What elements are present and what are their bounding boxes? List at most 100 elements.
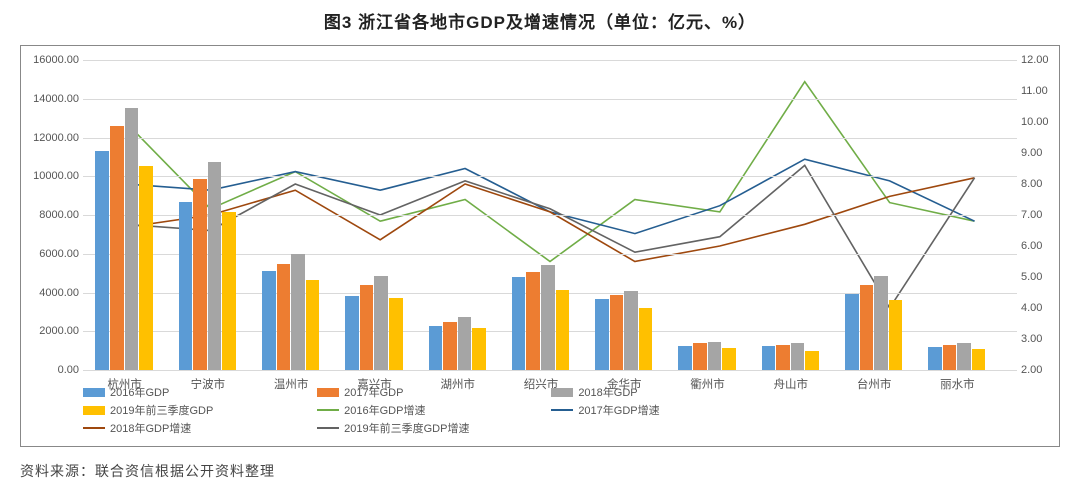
bar-2018年GDP — [458, 317, 472, 370]
bar-2018年GDP — [957, 343, 971, 370]
bar-2017年GDP — [193, 179, 207, 370]
bar-2016年GDP — [928, 347, 942, 370]
y-right-tick-label: 6.00 — [1021, 240, 1055, 252]
bar-2016年GDP — [345, 296, 359, 370]
bar-2017年GDP — [693, 343, 707, 370]
y-left-tick-label: 0.00 — [27, 364, 79, 376]
y-left-tick-label: 10000.00 — [27, 170, 79, 182]
legend-label: 2017年GDP增速 — [578, 402, 659, 418]
bar-2019年前三季度GDP — [722, 348, 736, 370]
legend-label: 2018年GDP增速 — [110, 420, 191, 436]
bar-2018年GDP — [374, 276, 388, 370]
legend-label: 2017年GDP — [344, 384, 403, 400]
bar-2017年GDP — [360, 285, 374, 370]
bar-2017年GDP — [610, 295, 624, 370]
bar-2018年GDP — [791, 343, 805, 370]
legend-label: 2019年前三季度GDP增速 — [344, 420, 469, 436]
y-right-tick-label: 7.00 — [1021, 209, 1055, 221]
y-left-tick-label: 4000.00 — [27, 287, 79, 299]
legend-item: 2017年GDP — [317, 384, 541, 400]
legend-label: 2016年GDP增速 — [344, 402, 425, 418]
y-left-tick-label: 6000.00 — [27, 248, 79, 260]
legend-item: 2016年GDP增速 — [317, 402, 541, 418]
bar-2017年GDP — [110, 126, 124, 370]
plot-area: 0.002000.004000.006000.008000.0010000.00… — [83, 60, 1017, 370]
legend-item: 2019年前三季度GDP — [83, 402, 307, 418]
bar-2017年GDP — [526, 272, 540, 370]
y-left-tick-label: 16000.00 — [27, 54, 79, 66]
bar-2017年GDP — [943, 345, 957, 370]
y-left-tick-label: 8000.00 — [27, 209, 79, 221]
legend-item: 2019年前三季度GDP增速 — [317, 420, 541, 436]
bar-2019年前三季度GDP — [972, 349, 986, 370]
gridline — [83, 138, 1017, 139]
bar-2019年前三季度GDP — [639, 308, 653, 370]
legend-line-swatch — [551, 409, 573, 411]
bar-2018年GDP — [874, 276, 888, 370]
y-left-tick-label: 14000.00 — [27, 93, 79, 105]
bar-2019年前三季度GDP — [889, 300, 903, 370]
y-right-tick-label: 12.00 — [1021, 54, 1055, 66]
bar-2018年GDP — [291, 254, 305, 370]
legend: 2016年GDP 2017年GDP 2018年GDP 2019年前三季度GDP 2016… — [83, 384, 1017, 438]
bar-2019年前三季度GDP — [805, 351, 819, 370]
y-left-tick-label: 12000.00 — [27, 132, 79, 144]
y-right-tick-label: 10.00 — [1021, 116, 1055, 128]
bar-2018年GDP — [125, 108, 139, 370]
bar-2016年GDP — [262, 271, 276, 370]
legend-line-swatch — [83, 427, 105, 429]
bar-2017年GDP — [776, 345, 790, 370]
bar-2018年GDP — [541, 265, 555, 370]
y-right-tick-label: 4.00 — [1021, 302, 1055, 314]
bar-2019年前三季度GDP — [389, 298, 403, 370]
legend-swatch — [83, 388, 105, 397]
bar-2019年前三季度GDP — [472, 328, 486, 370]
legend-label: 2016年GDP — [110, 384, 169, 400]
line-2017年GDP增速 — [125, 159, 974, 233]
bar-2017年GDP — [277, 264, 291, 370]
gridline — [83, 60, 1017, 61]
gridline — [83, 176, 1017, 177]
legend-item: 2018年GDP增速 — [83, 420, 307, 436]
legend-line-swatch — [317, 409, 339, 411]
y-right-tick-label: 9.00 — [1021, 147, 1055, 159]
chart-title: 图3 浙江省各地市GDP及增速情况（单位：亿元、%） — [20, 8, 1060, 33]
bar-2019年前三季度GDP — [306, 280, 320, 370]
bar-2018年GDP — [208, 162, 222, 370]
y-right-tick-label: 3.00 — [1021, 333, 1055, 345]
bar-2019年前三季度GDP — [222, 212, 236, 370]
legend-item: 2018年GDP — [551, 384, 775, 400]
line-2016年GDP增速 — [125, 82, 974, 262]
legend-swatch — [317, 388, 339, 397]
gridline — [83, 370, 1017, 371]
gridline — [83, 99, 1017, 100]
bar-2016年GDP — [762, 346, 776, 370]
bar-2016年GDP — [678, 346, 692, 370]
legend-label: 2019年前三季度GDP — [110, 402, 213, 418]
bar-2016年GDP — [845, 294, 859, 370]
bar-2016年GDP — [95, 151, 109, 370]
chart-container: 0.00 2000.00 4000.00 6000.00 8000.00 10000.00… — [20, 45, 1060, 447]
y-right-tick-label: 8.00 — [1021, 178, 1055, 190]
line-2018年GDP增速 — [125, 178, 974, 262]
legend-swatch — [83, 406, 105, 415]
bar-2016年GDP — [179, 202, 193, 370]
legend-line-swatch — [317, 427, 339, 429]
y-right-tick-label: 5.00 — [1021, 271, 1055, 283]
bar-2016年GDP — [512, 277, 526, 370]
bar-2016年GDP — [429, 326, 443, 370]
y-right-tick-label: 2.00 — [1021, 364, 1055, 376]
y-left-tick-label: 2000.00 — [27, 325, 79, 337]
bar-2017年GDP — [860, 285, 874, 370]
legend-label: 2018年GDP — [578, 384, 637, 400]
bar-2019年前三季度GDP — [556, 290, 570, 370]
bar-2017年GDP — [443, 322, 457, 370]
y-right-tick-label: 11.00 — [1021, 85, 1055, 97]
legend-item: 2017年GDP增速 — [551, 402, 775, 418]
bar-2019年前三季度GDP — [139, 166, 153, 370]
legend-item: 2016年GDP — [83, 384, 307, 400]
bar-2018年GDP — [624, 291, 638, 370]
bar-2018年GDP — [708, 342, 722, 370]
bar-2016年GDP — [595, 299, 609, 370]
legend-swatch — [551, 388, 573, 397]
